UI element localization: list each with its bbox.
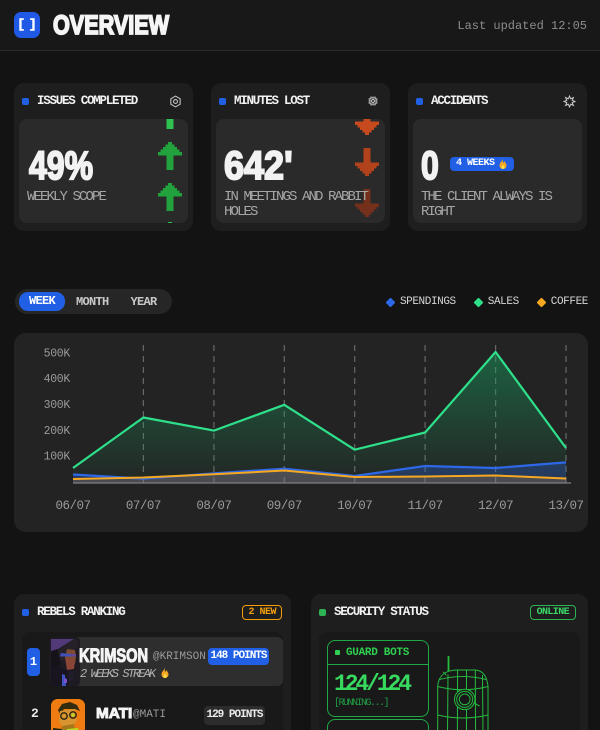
- svg-text:11/07: 11/07: [408, 499, 443, 513]
- svg-text:500K: 500K: [44, 347, 71, 360]
- svg-text:12/07: 12/07: [478, 499, 513, 513]
- svg-text:07/07: 07/07: [126, 499, 161, 513]
- svg-text:100K: 100K: [44, 451, 71, 464]
- svg-text:09/07: 09/07: [267, 499, 302, 513]
- svg-text:13/07: 13/07: [548, 499, 583, 513]
- svg-text:200K: 200K: [44, 425, 71, 438]
- svg-text:06/07: 06/07: [55, 499, 90, 513]
- svg-text:10/07: 10/07: [337, 499, 372, 513]
- svg-text:400K: 400K: [44, 373, 71, 386]
- svg-text:300K: 300K: [44, 399, 71, 412]
- svg-text:08/07: 08/07: [196, 499, 231, 513]
